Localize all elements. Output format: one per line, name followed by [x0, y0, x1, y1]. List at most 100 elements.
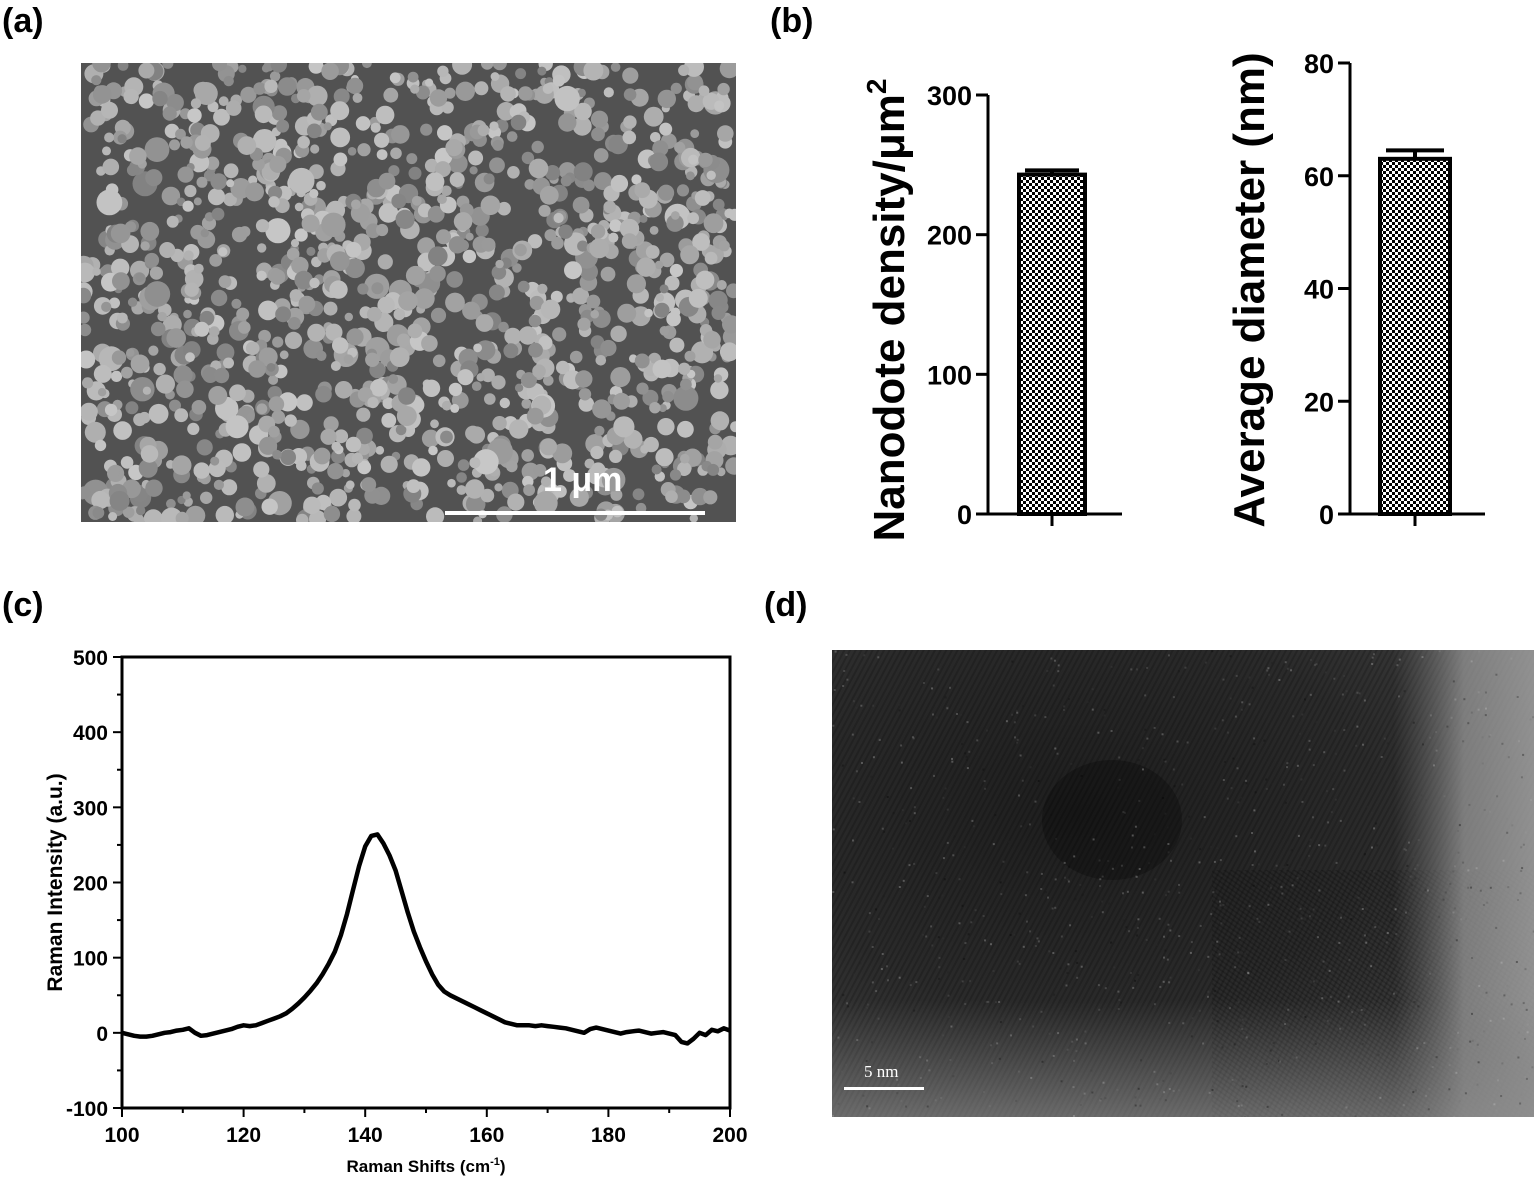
tem-grain: [1464, 918, 1467, 921]
nanoparticle: [475, 314, 494, 332]
tem-grain: [898, 703, 901, 706]
nanoparticle: [600, 339, 617, 357]
nanoparticle: [380, 455, 398, 473]
tem-grain: [1137, 1087, 1140, 1090]
tem-grain: [900, 1026, 903, 1029]
tem-grain: [1496, 795, 1499, 798]
tem-grain: [1359, 1061, 1362, 1064]
tem-grain: [1343, 675, 1346, 677]
nanoparticle: [414, 288, 435, 309]
nanoparticle: [491, 265, 507, 280]
tem-grain: [1377, 1053, 1380, 1056]
nanoparticle: [102, 158, 120, 176]
tem-grain: [1468, 803, 1471, 806]
tem-grain: [1337, 1000, 1340, 1003]
tem-grain: [1312, 764, 1315, 767]
tem-grain: [1286, 667, 1289, 670]
tem-grain: [882, 895, 885, 898]
nanoparticle: [269, 155, 287, 173]
y-tick-label: 100: [927, 360, 972, 390]
nanoparticle: [180, 136, 193, 149]
tem-grain: [1090, 915, 1093, 918]
tem-grain: [863, 654, 866, 657]
tem-grain: [1452, 911, 1455, 914]
nanoparticle: [652, 140, 669, 157]
tem-grain: [1371, 846, 1373, 849]
tem-grain: [1221, 1046, 1224, 1049]
tem-grain: [1452, 740, 1455, 743]
nanoparticle: [593, 148, 609, 163]
tem-grain: [1333, 769, 1336, 772]
tem-grain: [1146, 937, 1149, 940]
tem-grain: [1284, 959, 1287, 962]
nanoparticle: [268, 396, 285, 412]
tem-grain: [991, 1062, 994, 1065]
nanoparticle: [323, 505, 341, 522]
tem-grain: [1109, 1006, 1112, 1009]
nanoparticle: [657, 89, 676, 109]
tem-grain: [982, 1091, 985, 1093]
nanoparticle: [345, 242, 362, 258]
tem-grain: [1312, 980, 1315, 983]
tem-grain: [1290, 669, 1293, 672]
nanoparticle: [289, 289, 303, 302]
nanoparticle: [684, 350, 696, 362]
nanoparticle: [436, 229, 451, 245]
tem-grain: [1208, 1091, 1211, 1094]
tem-grain: [1291, 884, 1294, 887]
tem-grain: [1376, 844, 1379, 847]
tem-grain: [1317, 936, 1319, 939]
nanoparticle: [323, 416, 339, 432]
tem-grain: [1241, 1018, 1244, 1021]
tem-grain: [1234, 966, 1237, 969]
nanoparticle: [377, 254, 393, 270]
tem-grain: [1092, 838, 1095, 841]
nanoparticle: [370, 379, 388, 397]
nanoparticle: [532, 364, 546, 379]
tem-grain: [1230, 787, 1233, 790]
tem-grain: [871, 946, 874, 948]
tem-grain: [1506, 831, 1509, 834]
tem-grain: [1026, 920, 1028, 923]
tem-grain: [1518, 740, 1520, 743]
nanoparticle: [352, 93, 363, 103]
tem-grain: [1300, 917, 1303, 920]
tem-grain: [1005, 720, 1008, 723]
tem-grain: [1252, 884, 1255, 887]
tem-grain: [1163, 935, 1165, 938]
tem-grain: [998, 1001, 1001, 1003]
tem-grain: [1108, 902, 1111, 905]
nanoparticle: [96, 189, 123, 216]
tem-grain: [1132, 986, 1135, 989]
nanoparticle: [711, 306, 726, 320]
tem-grain: [1117, 990, 1120, 993]
tem-grain: [832, 828, 835, 831]
nanoparticle: [483, 173, 495, 185]
tem-grain: [1392, 992, 1395, 995]
y-tick-label: 20: [1304, 387, 1334, 417]
tem-grain: [1476, 1083, 1479, 1086]
tem-grain: [944, 696, 947, 699]
tem-grain: [1524, 1037, 1526, 1040]
nanoparticle: [639, 214, 648, 223]
nanoparticle: [367, 397, 379, 409]
tem-grain: [1413, 799, 1416, 802]
tem-grain: [1029, 766, 1032, 769]
tem-grain: [1051, 907, 1054, 910]
tem-grain: [1326, 790, 1328, 793]
nanoparticle: [255, 219, 270, 233]
tem-grain: [1405, 849, 1408, 852]
tem-grain: [1452, 680, 1455, 683]
nanoparticle: [388, 165, 400, 177]
tem-grain: [984, 939, 986, 942]
tem-grain: [1470, 711, 1473, 714]
tem-grain: [1308, 915, 1311, 918]
nanoparticle: [120, 456, 134, 469]
nanoparticle: [725, 457, 736, 475]
tem-grain: [1153, 726, 1156, 729]
tem-scale-label: 5 nm: [864, 1062, 899, 1081]
nanoparticle: [719, 342, 736, 362]
nanoparticle: [489, 157, 505, 174]
tem-grain: [1406, 864, 1409, 867]
tem-grain: [1241, 1078, 1244, 1081]
